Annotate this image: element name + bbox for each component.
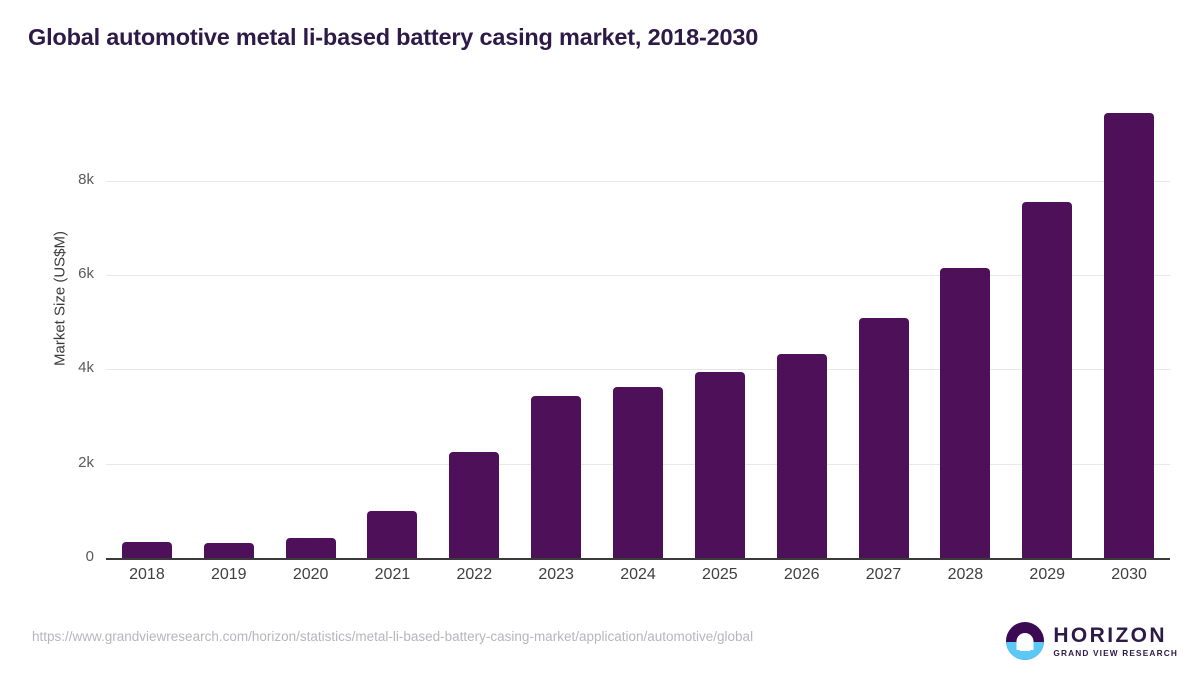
bar-2027[interactable] — [858, 317, 909, 558]
logo-sea-shape — [1006, 642, 1045, 660]
source-url[interactable]: https://www.grandviewresearch.com/horizo… — [32, 629, 754, 644]
x-axis-tick-label-2029: 2029 — [1029, 566, 1066, 583]
logo-text-block: HORIZON GRAND VIEW RESEARCH — [1053, 625, 1178, 657]
bar-2023[interactable] — [531, 396, 582, 558]
bar-2030[interactable] — [1104, 112, 1155, 558]
logo-tagline: GRAND VIEW RESEARCH — [1053, 647, 1178, 658]
y-axis-tick-label: 0 — [85, 548, 94, 565]
bar-2019[interactable] — [203, 543, 254, 558]
bar-2026[interactable] — [776, 354, 827, 558]
x-axis-tick-label-2018: 2018 — [129, 566, 165, 583]
bar-2024[interactable] — [613, 386, 663, 558]
gridline — [106, 275, 1170, 277]
bar-2025[interactable] — [694, 371, 745, 558]
x-axis-line — [106, 558, 1170, 560]
x-axis-tick-label-2030: 2030 — [1111, 566, 1147, 583]
x-axis-tick-label-2023: 2023 — [538, 566, 574, 583]
logo-sun-shape — [1016, 633, 1034, 651]
logo-ray-1 — [1017, 644, 1034, 647]
bar-2029[interactable] — [1022, 202, 1073, 558]
bar-2022[interactable] — [449, 452, 500, 558]
x-axis-tick-label-2022: 2022 — [456, 566, 493, 583]
gridline — [106, 369, 1170, 371]
y-axis-tick-label: 6k — [78, 265, 94, 283]
x-axis-tick-label-2020: 2020 — [292, 566, 329, 583]
chart-footer: https://www.grandviewresearch.com/horizo… — [0, 612, 1200, 675]
logo-ray-2 — [1019, 648, 1031, 651]
bar-2018[interactable] — [121, 541, 172, 558]
horizon-logo[interactable]: HORIZON GRAND VIEW RESEARCH — [1006, 620, 1178, 662]
chart-plot-area: Market Size (US$M) 0 2k 4k 6k 8k 2018 2019 202… — [52, 112, 1170, 583]
x-axis-tick-label-2021: 2021 — [374, 566, 411, 583]
y-axis-tick-label: 8k — [78, 170, 94, 188]
bar-2021[interactable] — [367, 510, 418, 558]
x-axis-tick-label-2027: 2027 — [865, 566, 902, 583]
logo-wordmark: HORIZON — [1053, 623, 1167, 647]
x-axis-tick-label-2024: 2024 — [620, 566, 656, 583]
y-axis-tick-label: 4k — [78, 359, 94, 377]
horizon-sunrise-logo-icon — [1006, 622, 1045, 660]
bar-2028[interactable] — [940, 268, 991, 558]
bar-series — [121, 112, 1155, 558]
page-title: Global automotive metal li-based battery… — [28, 24, 759, 50]
gridline — [106, 180, 1170, 182]
x-axis-tick-label-2019: 2019 — [210, 566, 247, 583]
bar-2020[interactable] — [285, 537, 336, 558]
y-axis-tick-label: 2k — [78, 453, 94, 471]
x-axis-tick-label-2028: 2028 — [947, 566, 984, 583]
x-axis-tick-label-2025: 2025 — [702, 566, 738, 583]
x-axis-tick-label-2026: 2026 — [783, 566, 820, 583]
